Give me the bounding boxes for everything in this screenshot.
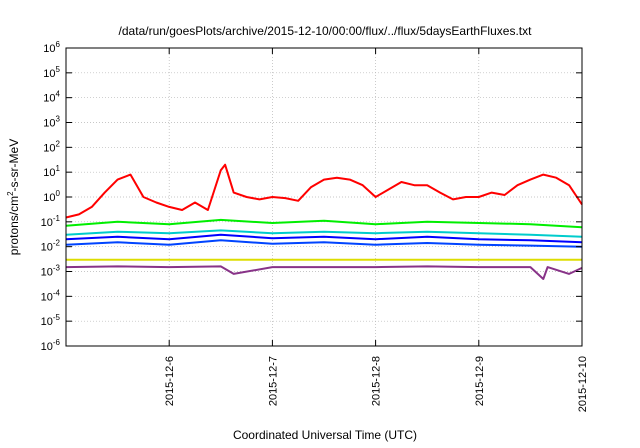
- y-tick-label: 10-5: [41, 313, 61, 328]
- y-axis-label: protons/cm2-s-sr-MeV: [6, 139, 21, 255]
- y-tick-exponent: -6: [53, 338, 61, 347]
- y-tick-base: 10: [41, 267, 53, 279]
- y-tick-label: 10-2: [41, 239, 61, 254]
- y-tick-label: 106: [43, 40, 60, 55]
- x-tick-label: 2015-12-9: [474, 356, 486, 406]
- x-axis-label: Coordinated Universal Time (UTC): [233, 428, 417, 442]
- y-tick-exponent: 6: [56, 40, 61, 49]
- y-tick-label: 10-6: [41, 338, 61, 353]
- series-line: [65, 218, 583, 229]
- y-tick-base: 10: [43, 68, 55, 80]
- series-line: [65, 229, 583, 238]
- y-tick-exponent: 3: [56, 115, 61, 124]
- y-tick-base: 10: [43, 142, 55, 154]
- grid: [66, 48, 582, 346]
- y-tick-exponent: 2: [56, 139, 61, 148]
- y-axis: 10-610-510-410-310-210-11001011021031041…: [41, 40, 582, 353]
- series-group: [65, 163, 583, 280]
- y-tick-exponent: 5: [56, 65, 61, 74]
- y-axis-label-superscript: 2: [6, 191, 15, 196]
- y-tick-label: 104: [43, 90, 60, 105]
- y-tick-base: 10: [43, 43, 55, 55]
- series-line: [65, 239, 583, 248]
- y-tick-label: 103: [43, 115, 60, 130]
- y-tick-label: 102: [43, 139, 60, 154]
- chart-title: /data/run/goesPlots/archive/2015-12-10/0…: [119, 24, 533, 38]
- series-line: [65, 265, 583, 280]
- y-tick-exponent: 1: [56, 164, 61, 173]
- y-tick-label: 101: [43, 164, 60, 179]
- y-tick-label: 10-1: [41, 214, 61, 229]
- y-tick-label: 105: [43, 65, 60, 80]
- y-tick-base: 10: [43, 93, 55, 105]
- y-axis-label-prefix: protons/cm: [7, 196, 21, 255]
- y-tick-base: 10: [41, 242, 53, 254]
- series-line: [65, 163, 583, 219]
- y-axis-label-suffix: -s-sr-MeV: [7, 139, 21, 192]
- x-tick-label: 2015-12-7: [267, 356, 279, 406]
- y-tick-exponent: -3: [53, 264, 61, 273]
- y-tick-exponent: -2: [53, 239, 61, 248]
- x-tick-label: 2015-12-10: [577, 356, 589, 412]
- y-tick-exponent: -1: [53, 214, 61, 223]
- y-tick-label: 100: [43, 189, 60, 204]
- y-tick-base: 10: [41, 341, 53, 353]
- y-tick-base: 10: [41, 291, 53, 303]
- y-tick-base: 10: [41, 217, 53, 229]
- y-tick-label: 10-3: [41, 264, 61, 279]
- y-tick-base: 10: [43, 118, 55, 130]
- y-tick-base: 10: [41, 316, 53, 328]
- y-tick-exponent: 4: [56, 90, 61, 99]
- y-tick-base: 10: [43, 167, 55, 179]
- x-tick-label: 2015-12-6: [164, 356, 176, 406]
- y-tick-exponent: -4: [53, 288, 61, 297]
- x-axis: 2015-12-6 2015-12-7 2015-12-8 2015-12-9 2015…: [164, 48, 589, 412]
- x-tick-label: 2015-12-8: [371, 356, 383, 406]
- y-tick-base: 10: [43, 192, 55, 204]
- y-tick-exponent: 0: [56, 189, 61, 198]
- y-tick-exponent: -5: [53, 313, 61, 322]
- y-tick-label: 10-4: [41, 288, 61, 303]
- series-line: [65, 233, 583, 244]
